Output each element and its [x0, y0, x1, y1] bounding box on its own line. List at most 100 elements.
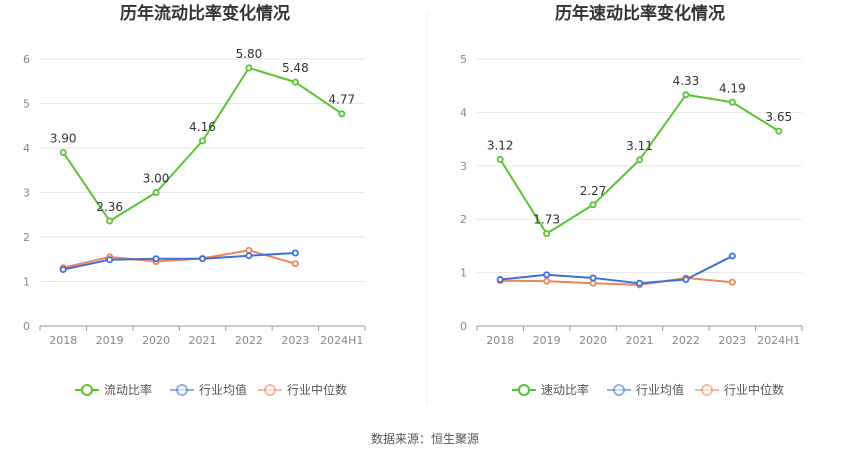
- data-label: 4.19: [719, 81, 746, 95]
- data-point: [291, 249, 299, 257]
- data-point: [291, 260, 299, 268]
- data-point: [636, 156, 644, 164]
- legend-swatch-marker: [264, 384, 276, 396]
- data-point: [198, 255, 206, 263]
- data-point: [198, 137, 206, 145]
- legend-item: 行业中位数: [258, 382, 347, 397]
- data-point: [728, 98, 736, 106]
- legend: 速动比率 行业均值 行业中位数: [512, 382, 784, 397]
- legend-item: 流动比率: [75, 382, 152, 397]
- x-tick-label: 2018: [49, 334, 77, 347]
- legend-swatch-marker: [176, 384, 188, 396]
- y-tick-label: 4: [23, 142, 30, 155]
- x-tick-label: 2023: [281, 334, 309, 347]
- x-tick-label: 2018: [486, 334, 514, 347]
- legend: 流动比率 行业均值 行业中位数: [75, 382, 347, 397]
- y-tick-label: 2: [460, 213, 467, 226]
- x-tick-label: 2021: [626, 334, 654, 347]
- data-point: [106, 256, 114, 264]
- legend-swatch-marker: [81, 384, 93, 396]
- x-tick-label: 2019: [96, 334, 124, 347]
- x-tick-label: 2023: [718, 334, 746, 347]
- legend-swatch-marker: [701, 384, 713, 396]
- data-point: [682, 276, 690, 284]
- data-point: [106, 217, 114, 225]
- series-line: [500, 276, 733, 286]
- legend-item: 速动比率: [512, 382, 589, 397]
- series-1: 3.90 2.36 3.00 4.16 5.80 5.48 4.77: [50, 47, 355, 225]
- data-point: [152, 255, 160, 263]
- legend-item: 行业均值: [170, 382, 247, 397]
- data-label: 4.16: [189, 120, 216, 134]
- x-tick-label: 2020: [142, 334, 170, 347]
- data-point: [543, 277, 551, 285]
- legend-swatch-marker: [518, 384, 530, 396]
- chart-2: 历年速动比率变化情况 0 1 2 3 4 5 2018 2019 2020 2021 2022 2023…: [460, 3, 803, 397]
- legend-swatch-marker: [613, 384, 625, 396]
- data-label: 3.11: [626, 139, 653, 153]
- data-point: [59, 265, 67, 273]
- y-tick-label: 0: [23, 320, 30, 333]
- x-tick-label: 2024H1: [757, 334, 800, 347]
- chart-1: 历年流动比率变化情况 0 1 2 3 4 5 6 2018 2019 2020 2021 2022 202…: [23, 3, 366, 397]
- series-1: 3.12 1.73 2.27 3.11 4.33 4.19 3.65: [487, 74, 792, 238]
- y-tick-label: 5: [460, 53, 467, 66]
- data-point: [682, 91, 690, 99]
- y-tick-label: 4: [460, 106, 467, 119]
- chart-title: 历年流动比率变化情况: [120, 3, 290, 24]
- data-point: [728, 278, 736, 286]
- data-label: 5.80: [236, 47, 263, 61]
- series-line: [63, 252, 296, 271]
- data-point: [245, 252, 253, 260]
- legend-label: 行业中位数: [724, 382, 784, 397]
- legend-label: 速动比率: [541, 382, 589, 397]
- data-label: 5.48: [282, 61, 309, 75]
- y-tick-label: 0: [460, 320, 467, 333]
- x-tick-label: 2022: [672, 334, 700, 347]
- data-point: [59, 148, 67, 156]
- y-tick-label: 1: [23, 276, 30, 289]
- data-label: 3.90: [50, 131, 77, 145]
- series-line: [500, 255, 733, 285]
- legend-label: 行业均值: [199, 382, 247, 397]
- y-tick-label: 3: [23, 187, 30, 200]
- legend-label: 行业中位数: [287, 382, 347, 397]
- data-point: [152, 188, 160, 196]
- data-point: [543, 271, 551, 279]
- data-label: 4.77: [328, 93, 355, 107]
- series-line: [62, 66, 343, 222]
- y-tick-label: 5: [23, 98, 30, 111]
- data-point: [589, 274, 597, 282]
- data-label: 3.00: [143, 172, 170, 186]
- legend-label: 流动比率: [104, 382, 152, 397]
- data-point: [338, 110, 346, 118]
- y-tick-label: 6: [23, 53, 30, 66]
- data-point: [636, 279, 644, 287]
- data-source: 数据来源：恒生聚源: [370, 432, 479, 446]
- data-point: [543, 230, 551, 238]
- data-point: [589, 201, 597, 209]
- data-point: [728, 252, 736, 260]
- data-label: 4.33: [673, 74, 700, 88]
- legend-label: 行业均值: [636, 382, 684, 397]
- series-2: [59, 249, 299, 273]
- data-point: [775, 127, 783, 135]
- data-point: [589, 279, 597, 287]
- y-tick-label: 3: [460, 160, 467, 173]
- data-label: 2.27: [580, 184, 607, 198]
- data-point: [245, 64, 253, 72]
- data-point: [291, 78, 299, 86]
- x-tick-label: 2022: [235, 334, 263, 347]
- x-tick-label: 2019: [533, 334, 561, 347]
- data-label: 3.12: [487, 138, 514, 152]
- legend-item: 行业中位数: [695, 382, 784, 397]
- x-tick-label: 2024H1: [320, 334, 363, 347]
- data-label: 2.36: [96, 200, 123, 214]
- data-point: [496, 155, 504, 163]
- y-tick-label: 2: [23, 231, 30, 244]
- data-label: 1.73: [533, 213, 560, 227]
- legend-item: 行业均值: [607, 382, 684, 397]
- chart-title: 历年速动比率变化情况: [555, 3, 725, 24]
- data-point: [496, 276, 504, 284]
